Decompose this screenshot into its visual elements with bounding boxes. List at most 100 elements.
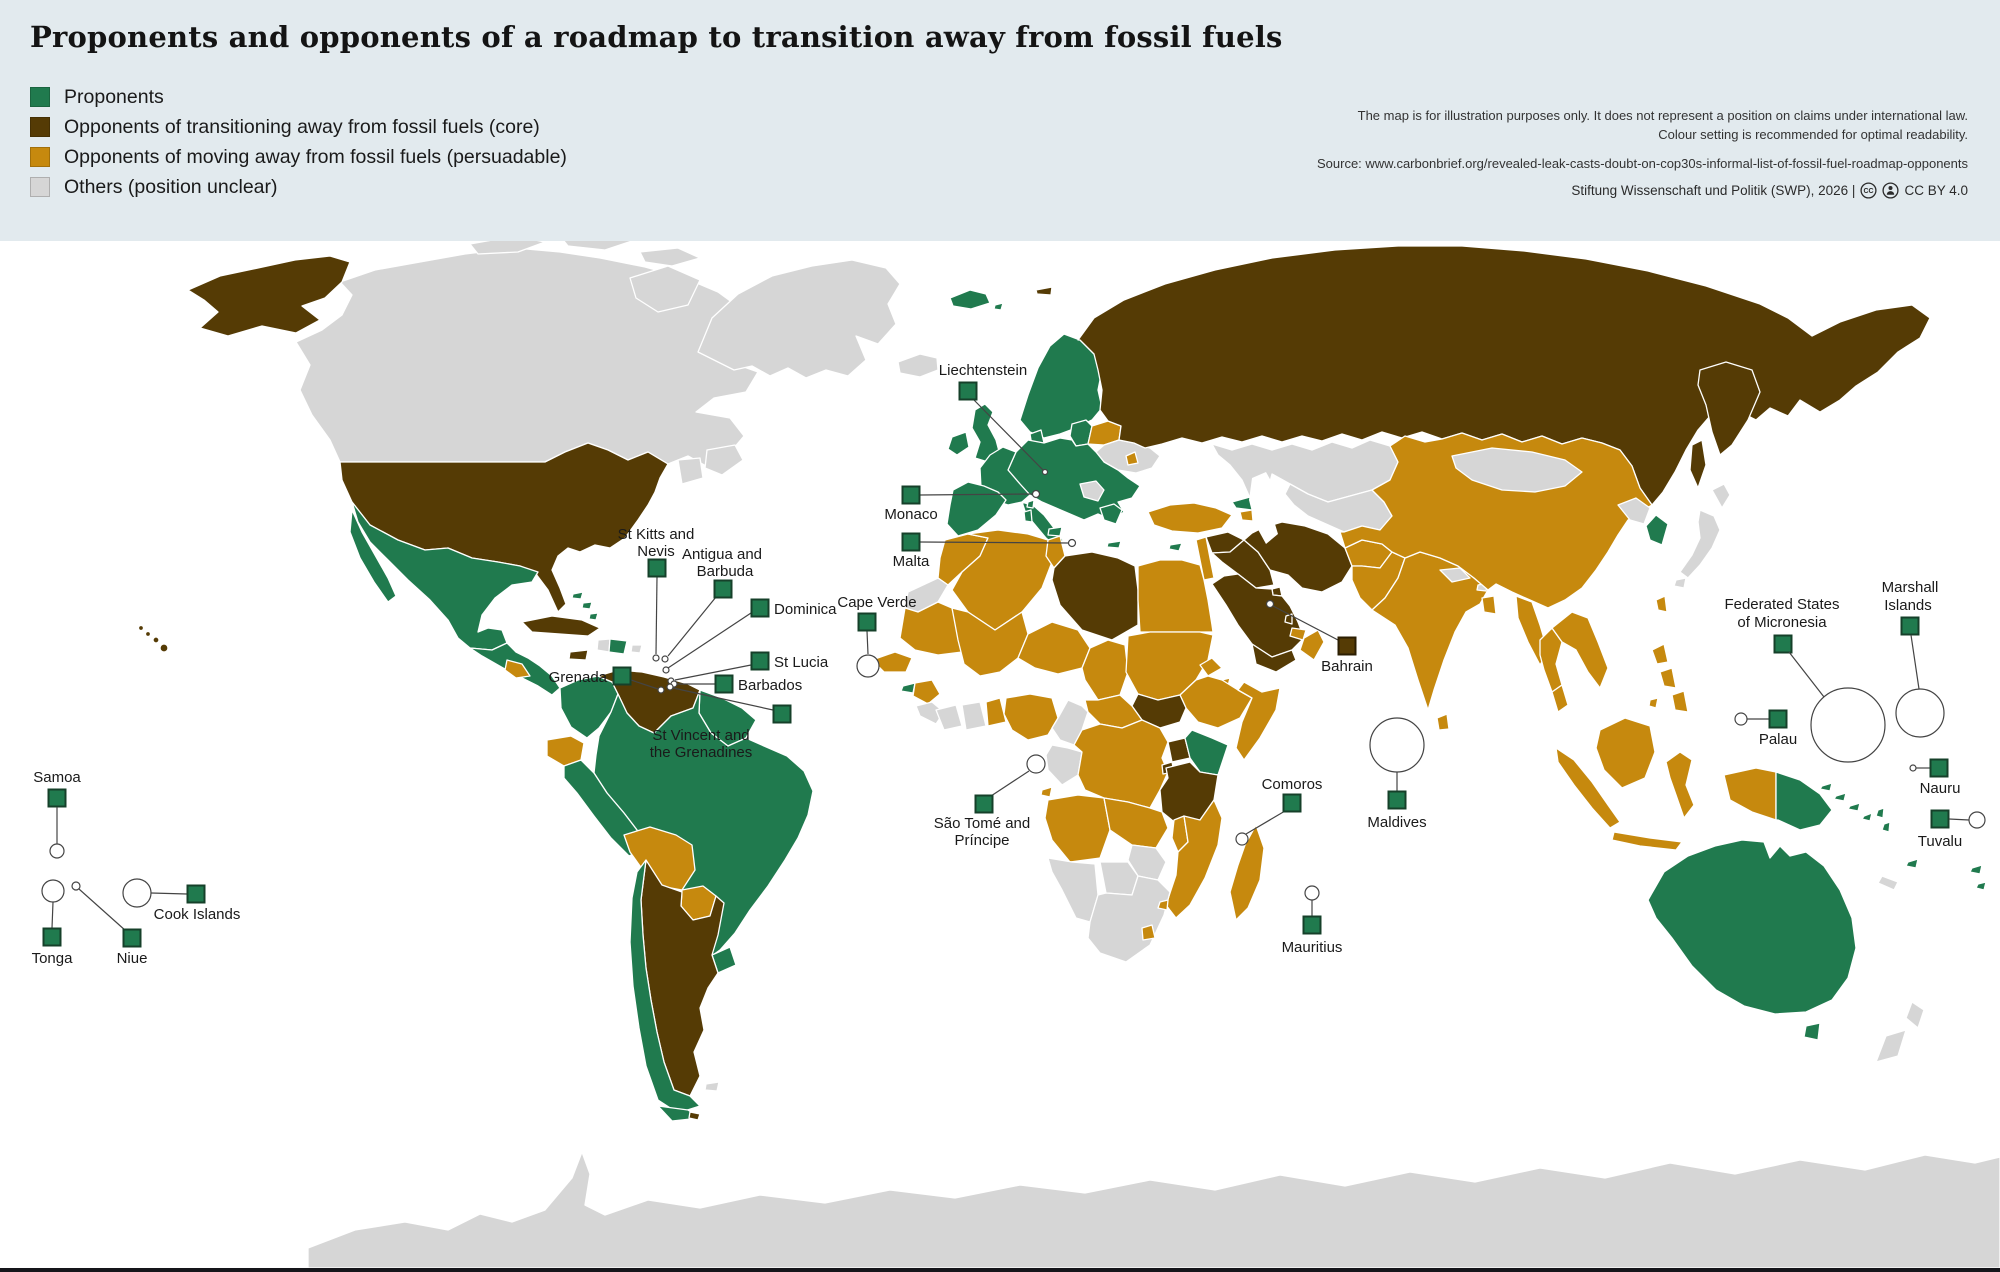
country-mozambique	[1165, 799, 1223, 919]
country-haiti	[596, 638, 611, 653]
annotation-niue: Niue	[71, 881, 148, 967]
country-botswana	[1099, 861, 1139, 896]
country-chad	[1081, 639, 1129, 701]
legend-label: Opponents of moving away from fossil fue…	[64, 145, 567, 168]
country-falkland-islands	[704, 1081, 720, 1092]
legend-swatch-persuadable-opponents	[30, 147, 50, 167]
header-band: Proponents and opponents of a roadmap to…	[0, 0, 2000, 241]
country-chile	[629, 859, 701, 1114]
country-south-korea	[1645, 514, 1669, 546]
country-senegal	[871, 651, 913, 673]
country-cuba	[521, 615, 601, 637]
country-philippines	[1671, 690, 1689, 713]
country-bolivia	[623, 826, 696, 891]
country-madagascar	[1229, 824, 1265, 921]
country-canada-baffin	[629, 265, 701, 313]
annotation-malta: Malta	[893, 532, 1077, 570]
attribution-text: Stiftung Wissenschaft und Politik (SWP),…	[1571, 183, 1856, 198]
country-crete	[1106, 540, 1122, 549]
country-hawaii	[144, 630, 152, 638]
country-mongolia	[1451, 447, 1583, 493]
annotation-micronesia: Federated States of Micronesia	[1724, 596, 1886, 763]
label-st-vincent-2: the Grenadines	[650, 744, 753, 761]
country-hawaii	[159, 643, 169, 653]
legend-row-core-opponents: Opponents of transitioning away from fos…	[30, 112, 567, 142]
annotation-grenada: Grenada	[549, 666, 665, 694]
annotation-sao-tome: São Tomé and Príncipe	[934, 754, 1046, 849]
country-svalbard	[993, 302, 1004, 311]
country-guinea	[912, 679, 941, 705]
country-philippines	[1659, 667, 1677, 689]
country-dominican-republic	[608, 638, 628, 655]
country-fiji	[1975, 881, 1987, 891]
legend-swatch-others	[30, 177, 50, 197]
country-canada-arctic	[639, 247, 701, 267]
country-eritrea	[1199, 657, 1223, 677]
country-gabon-congo	[1045, 744, 1083, 786]
annotation-comoros: Comoros	[1235, 776, 1322, 846]
label-malta: Malta	[893, 553, 930, 570]
country-egypt	[1137, 559, 1214, 633]
annotation-bahrain: Bahrain	[1265, 599, 1373, 675]
label-liechtenstein: Liechtenstein	[939, 362, 1027, 379]
country-armenia	[1239, 509, 1254, 522]
label-samoa: Samoa	[33, 769, 81, 786]
country-sumatra	[1555, 747, 1621, 829]
country-indochina	[1551, 611, 1609, 689]
country-solomon-islands	[1833, 792, 1847, 802]
page-title: Proponents and opponents of a roadmap to…	[30, 20, 1283, 54]
country-malaysia-peninsula	[1551, 684, 1569, 713]
annotation-st-lucia: St Lucia	[667, 651, 829, 685]
country-kamchatka	[1697, 361, 1761, 456]
country-zambia	[1103, 797, 1169, 849]
bottom-rule	[0, 1268, 2000, 1272]
label-marshall-1: Marshall	[1882, 579, 1939, 596]
source-line: Source: www.carbonbrief.org/revealed-lea…	[1316, 156, 1968, 171]
country-taiwan	[1655, 595, 1668, 613]
label-micronesia-1: Federated States	[1724, 596, 1839, 613]
country-fiji	[1905, 858, 1919, 869]
label-cook-islands: Cook Islands	[154, 906, 241, 923]
annotation-liechtenstein: Liechtenstein	[939, 362, 1049, 476]
annotation-mauritius: Mauritius	[1282, 885, 1343, 956]
country-sicily	[1047, 526, 1063, 537]
disclaimer-line-1: The map is for illustration purposes onl…	[1357, 108, 1968, 123]
annotation-marshall-islands: Marshall Islands	[1882, 579, 1945, 738]
annotation-tuvalu: Tuvalu	[1918, 809, 1986, 850]
label-st-kitts-2: Nevis	[637, 543, 675, 560]
country-tierra-del-fuego-ar	[688, 1111, 701, 1121]
country-nepal	[1439, 567, 1471, 583]
annotation-cape-verde: Cape Verde	[837, 594, 917, 678]
country-oman	[1299, 629, 1325, 661]
country-guinea-bissau	[900, 682, 916, 694]
country-solomon-islands	[1847, 802, 1861, 812]
label-tuvalu: Tuvalu	[1918, 833, 1962, 850]
country-philippines	[1651, 643, 1669, 665]
country-moldova	[1125, 451, 1139, 466]
country-solomon-islands	[1861, 812, 1873, 822]
country-turkey	[1147, 502, 1233, 534]
country-japan-hokkaido	[1711, 483, 1731, 509]
label-st-vincent-1: St Vincent and	[652, 727, 749, 744]
country-new-zealand-south	[1875, 1029, 1907, 1063]
country-new-zealand-north	[1905, 1001, 1925, 1029]
country-philippines	[1648, 697, 1659, 709]
label-marshall-2: Islands	[1884, 597, 1932, 614]
label-sao-tome-1: São Tomé and	[934, 815, 1030, 832]
label-mauritius: Mauritius	[1282, 939, 1343, 956]
country-somalia	[1235, 681, 1281, 761]
country-bahamas	[581, 601, 593, 610]
country-sardinia	[1023, 509, 1033, 523]
caspian-sea	[1249, 472, 1278, 544]
country-ghana	[961, 701, 987, 731]
country-south-africa	[1087, 875, 1171, 963]
cc-icon: CC	[1860, 182, 1878, 199]
legend-row-others: Others (position unclear)	[30, 172, 567, 202]
label-nauru: Nauru	[1920, 780, 1961, 797]
legend-row-proponents: Proponents	[30, 82, 567, 112]
label-dominica: Dominica	[774, 601, 837, 618]
country-mexico	[351, 501, 539, 651]
label-niue: Niue	[117, 950, 148, 967]
legend-label: Opponents of transitioning away from fos…	[64, 115, 540, 138]
